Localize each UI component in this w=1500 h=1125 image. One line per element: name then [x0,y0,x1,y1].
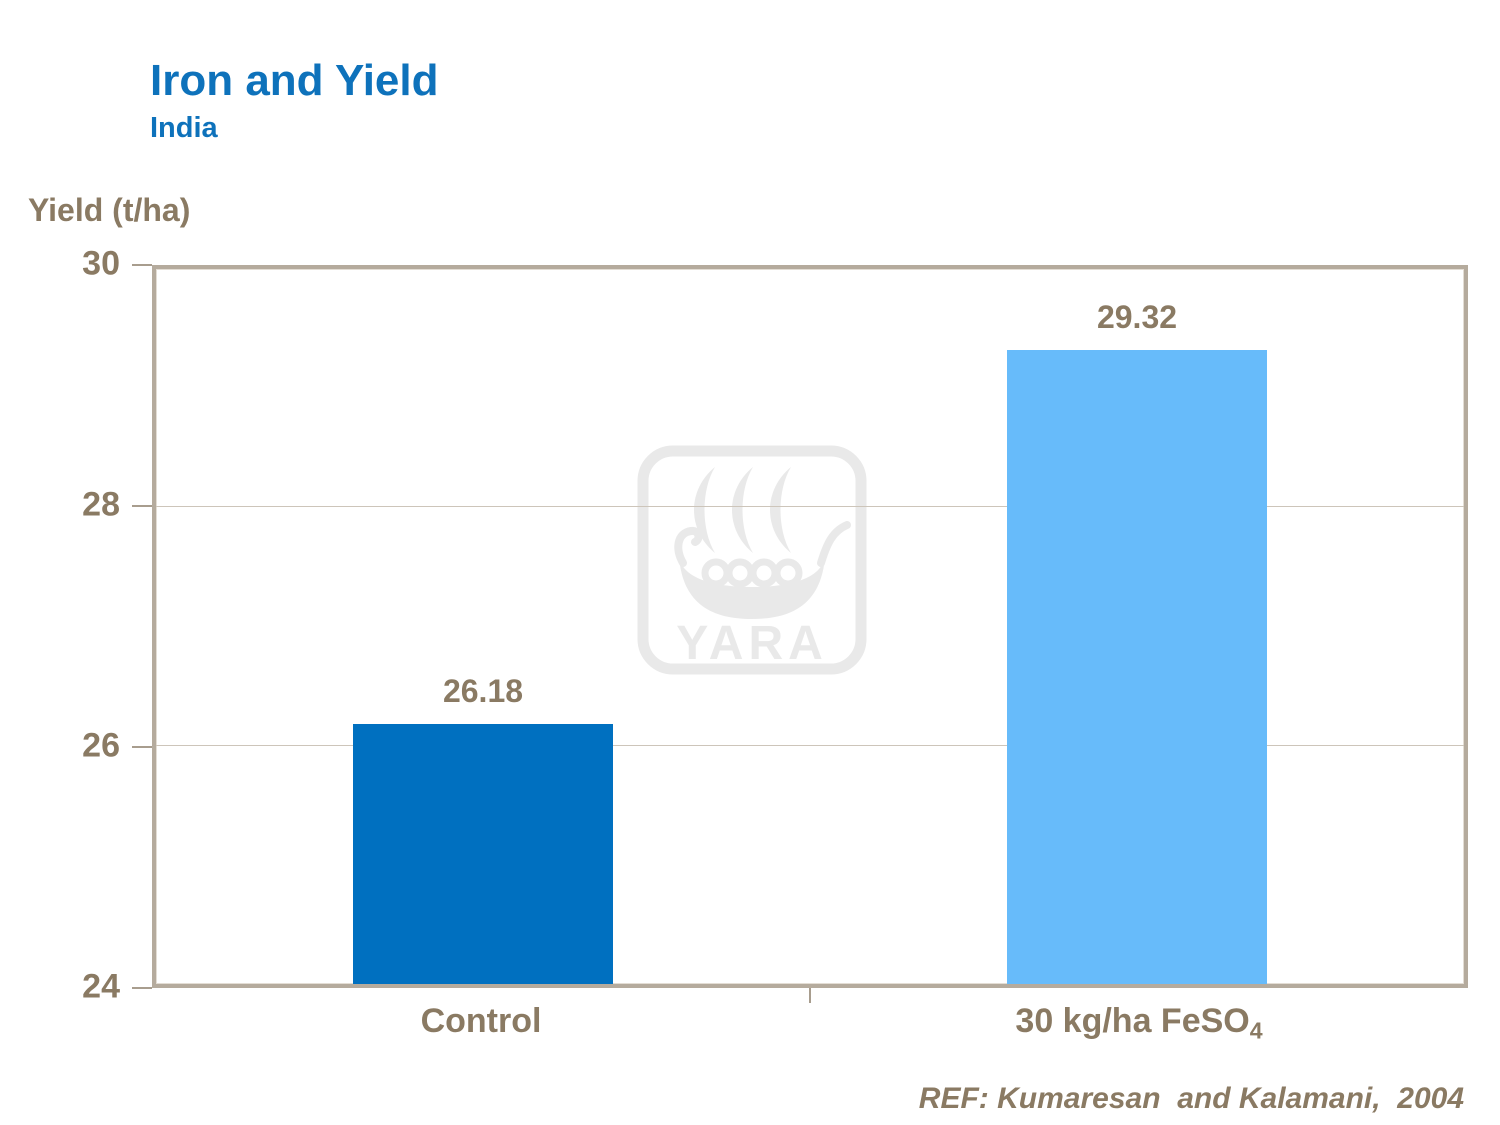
y-tick-mark-28 [132,504,152,507]
x-category-label-text: 30 kg/ha FeSO [1015,1002,1250,1040]
bar-value-label-30-kg-ha-feso4: 29.32 [1096,299,1178,336]
bar-30-kg-ha-feso4 [1007,350,1267,984]
bar-control [353,724,613,984]
stern-neck [817,521,851,567]
reference-citation: REF: Kumaresan and Kalamani, 2004 [918,1082,1464,1115]
y-tick-label-30: 30 [82,244,120,283]
y-axis-title: Yield (t/ha) [28,192,191,228]
logo-rounded-frame [637,445,867,675]
x-category-label-subscript: 4 [1249,1017,1263,1044]
y-tick-mark-24 [132,987,152,989]
chart-title: Iron and Yield [150,56,439,105]
gridline-26 [156,744,1464,746]
y-axis: 30 28 26 24 [0,245,152,1006]
shield-icon [701,558,731,588]
y-tick-mark-26 [132,745,152,748]
sail-icon [732,467,753,553]
y-tick-label-26: 26 [82,726,120,765]
gridline-28 [156,506,1464,508]
chart-subtitle: India [150,112,218,144]
yara-logo-text: YARA [676,617,828,670]
shield-icon [773,558,803,588]
y-tick-label-28: 28 [82,485,120,524]
x-axis-divider-tick [809,988,811,1003]
prow-curl [674,526,703,567]
ship-hull [679,557,825,619]
y-tick-mark-30 [132,264,152,266]
x-category-label-30-kg-ha-feso4: 30 kg/ha FeSO4 [1015,1002,1262,1044]
yara-watermark-logo: YARA [637,445,867,675]
plot-area: YARA 26.18 29.32 [152,265,1468,1003]
x-category-label-control: Control [421,1002,542,1041]
shield-icon [749,558,779,588]
x-axis-labels: Control 30 kg/ha FeSO4 [152,1002,1468,1050]
yara-logo-group: YARA [637,445,867,675]
bar-value-label-control: 26.18 [442,673,524,710]
x-category-label-text: Control [420,1002,542,1040]
shield-icon [725,558,755,588]
y-tick-label-24: 24 [82,967,120,1006]
sail-icon [770,467,791,553]
